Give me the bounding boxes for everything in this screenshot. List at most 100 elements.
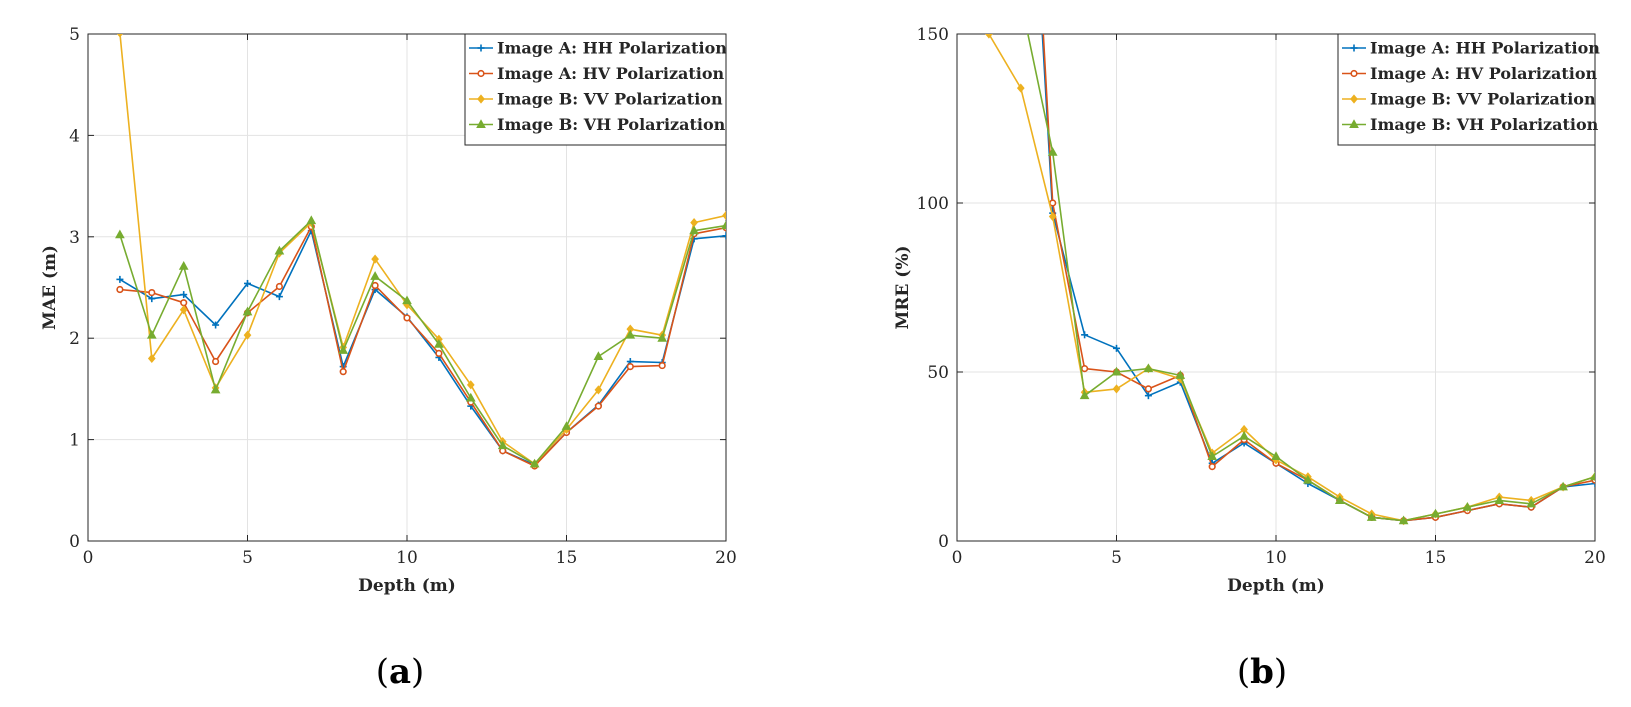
data-point (1494, 495, 1505, 504)
data-point (242, 306, 253, 316)
legend-label: Image B: VH Polarization (1370, 115, 1599, 134)
legend-item: Image B: VH Polarization (1342, 115, 1599, 134)
data-point (626, 362, 634, 371)
data-point (1112, 384, 1121, 394)
data-point (402, 295, 412, 305)
data-point (148, 288, 156, 297)
data-point (371, 254, 379, 264)
data-point (116, 34, 123, 38)
series-image-a-hv-polarization (116, 223, 726, 470)
legend-label: Image B: VV Polarization (1370, 90, 1596, 109)
data-point (1017, 0, 1025, 3)
data-point (180, 291, 188, 299)
x-tick-label: 20 (715, 548, 737, 568)
data-point (339, 368, 347, 376)
data-point (1144, 392, 1152, 400)
x-tick-label: 20 (1584, 548, 1606, 568)
panel-label-b: (b) (1237, 652, 1287, 692)
series-line (119, 229, 726, 466)
data-point (1334, 495, 1345, 504)
y-tick-label: 5 (69, 25, 80, 45)
legend-box (1337, 33, 1596, 146)
x-tick-label: 10 (1265, 548, 1287, 568)
y-tick-label: 0 (938, 532, 949, 552)
data-point (985, 34, 993, 39)
data-point (179, 305, 188, 315)
data-point (658, 361, 666, 370)
data-point (147, 353, 156, 364)
data-point (1526, 498, 1537, 508)
data-point (497, 440, 508, 450)
data-point (210, 384, 221, 394)
data-point (1430, 508, 1441, 518)
legend: Image A: HH Polarization Image A: HV Pola… (464, 33, 727, 146)
data-point (212, 321, 220, 329)
data-point (434, 339, 444, 348)
y-tick-label: 3 (69, 228, 80, 248)
x-tick-label: 10 (396, 548, 418, 568)
data-point (1175, 370, 1186, 379)
chart-panel-a: 0 5 10 15 20 0 1 2 3 4 5 Depth (m) MAE (m) Image A: H… (40, 25, 737, 596)
data-point (1558, 481, 1568, 491)
data-point (1590, 471, 1595, 481)
y-tick-label: 150 (917, 25, 949, 45)
data-point (1079, 390, 1090, 400)
y-axis-label: MAE (m) (40, 245, 60, 330)
data-point (116, 285, 124, 294)
legend-label: Image B: VH Polarization (497, 115, 726, 134)
data-point (465, 392, 476, 402)
series-image-b-vh-polarization (115, 215, 726, 468)
data-point (146, 329, 157, 339)
series-image-b-vh-polarization (1017, 0, 1595, 525)
data-point (529, 458, 540, 468)
data-point (370, 271, 380, 280)
legend-item: Image B: VV Polarization (1342, 90, 1596, 109)
data-point (1111, 366, 1122, 376)
legend-box (464, 33, 727, 146)
legend-item: Image A: HV Polarization (469, 64, 725, 83)
y-tick-label: 4 (69, 126, 80, 146)
x-axis-label: Depth (m) (358, 576, 456, 596)
data-point (594, 402, 603, 410)
x-tick-label: 15 (556, 548, 578, 568)
x-tick-label: 5 (1111, 548, 1122, 568)
data-point (1016, 83, 1025, 93)
data-point (1303, 474, 1313, 484)
legend-item: Image A: HH Polarization (469, 39, 727, 58)
data-point (625, 329, 636, 339)
data-point (1207, 451, 1218, 460)
data-point (243, 330, 252, 340)
data-point (593, 351, 604, 360)
x-tick-label: 0 (83, 548, 94, 568)
legend-label: Image A: HV Polarization (1370, 64, 1598, 83)
data-point (212, 357, 220, 366)
legend-item: Image A: HH Polarization (1342, 39, 1600, 58)
legend-swatch-marker (1350, 69, 1358, 78)
y-tick-label: 0 (69, 532, 80, 552)
data-point (435, 349, 443, 358)
legend-swatch-marker (1350, 94, 1358, 104)
series-line (119, 219, 726, 465)
data-point (1398, 515, 1409, 525)
legend-item: Image A: HV Polarization (1342, 64, 1598, 83)
data-point (466, 380, 475, 390)
y-axis-label: MRE (%) (893, 245, 913, 329)
data-point (403, 314, 411, 322)
legend-item: Image B: VV Polarization (469, 90, 723, 109)
legend-swatch-marker (476, 119, 486, 128)
series-line (1042, 34, 1595, 522)
data-point (1081, 331, 1089, 339)
data-point (115, 229, 125, 239)
series-line (119, 225, 726, 467)
data-point (1462, 501, 1473, 511)
data-point (180, 299, 188, 307)
data-point (1113, 344, 1120, 352)
data-point (148, 295, 156, 303)
data-point (722, 232, 726, 240)
legend-swatch-marker (477, 94, 485, 104)
x-tick-label: 15 (1425, 548, 1447, 568)
data-point (275, 282, 284, 291)
data-point (1048, 211, 1057, 222)
data-point (1144, 385, 1152, 393)
